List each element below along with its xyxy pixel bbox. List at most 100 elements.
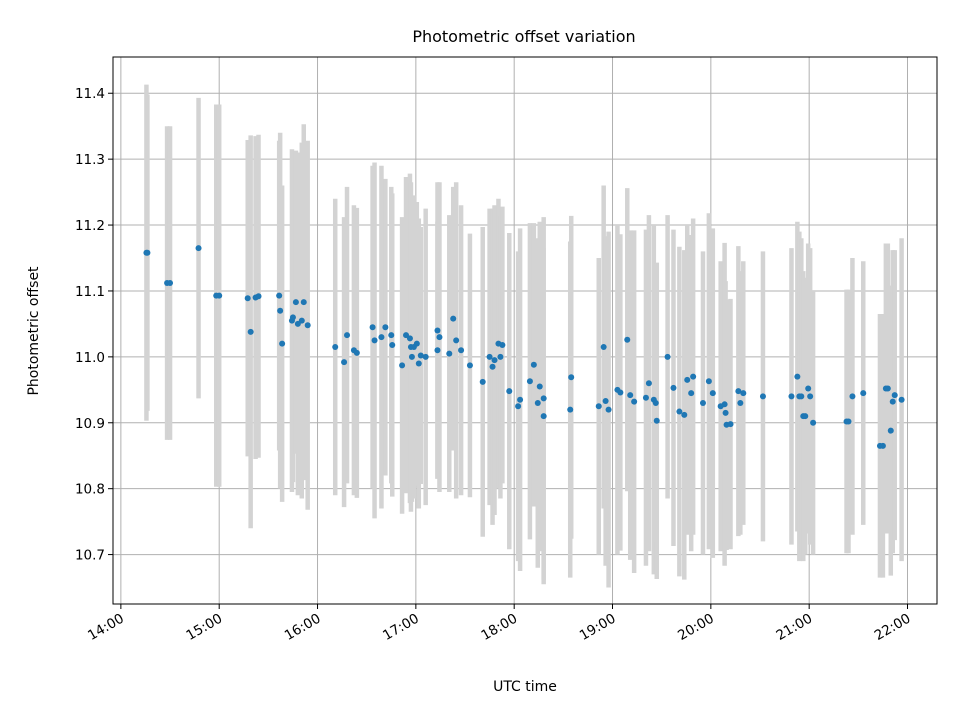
data-point bbox=[517, 396, 524, 403]
data-point bbox=[898, 396, 905, 403]
data-point bbox=[889, 398, 896, 405]
data-point bbox=[434, 327, 441, 334]
data-point bbox=[624, 336, 631, 343]
data-point bbox=[605, 406, 612, 413]
data-point bbox=[371, 337, 378, 344]
data-point bbox=[466, 362, 473, 369]
data-point bbox=[388, 332, 395, 339]
data-point bbox=[798, 393, 805, 400]
data-point bbox=[292, 299, 299, 306]
data-point bbox=[304, 322, 311, 329]
data-point bbox=[506, 388, 513, 395]
data-point bbox=[849, 393, 856, 400]
y-tick-label: 10.7 bbox=[75, 548, 105, 564]
data-point bbox=[602, 398, 609, 405]
data-point bbox=[406, 335, 413, 342]
data-point bbox=[735, 388, 742, 395]
data-point bbox=[526, 378, 533, 385]
data-point bbox=[300, 299, 307, 306]
data-point bbox=[721, 401, 728, 408]
data-point bbox=[540, 395, 547, 402]
data-point bbox=[884, 385, 891, 392]
data-point bbox=[403, 332, 410, 339]
data-point bbox=[332, 343, 339, 350]
data-point bbox=[399, 362, 406, 369]
y-tick-label: 11.4 bbox=[75, 86, 105, 102]
data-point bbox=[344, 332, 351, 339]
y-tick-label: 11.0 bbox=[75, 350, 105, 366]
data-point bbox=[794, 373, 801, 380]
y-tick-label: 11.2 bbox=[75, 218, 105, 234]
data-point bbox=[567, 406, 574, 413]
data-point bbox=[389, 341, 396, 348]
data-point bbox=[727, 421, 734, 428]
data-point bbox=[289, 314, 296, 321]
data-point bbox=[434, 347, 441, 354]
data-point bbox=[595, 403, 602, 410]
data-point bbox=[382, 324, 389, 331]
data-points bbox=[143, 245, 905, 449]
data-point bbox=[353, 349, 360, 356]
data-point bbox=[294, 320, 301, 327]
data-point bbox=[534, 399, 541, 406]
data-point bbox=[664, 353, 671, 360]
data-point bbox=[699, 399, 706, 406]
data-point bbox=[722, 409, 729, 416]
data-point bbox=[298, 317, 305, 324]
data-point bbox=[497, 353, 504, 360]
data-point bbox=[486, 353, 493, 360]
data-point bbox=[568, 374, 575, 381]
data-point bbox=[887, 427, 894, 434]
data-point bbox=[415, 360, 422, 367]
data-point bbox=[705, 378, 712, 385]
data-point bbox=[631, 398, 638, 405]
data-point bbox=[167, 280, 174, 287]
data-point bbox=[413, 340, 420, 347]
data-point bbox=[453, 337, 460, 344]
data-point bbox=[450, 315, 457, 322]
data-point bbox=[600, 343, 607, 350]
data-point bbox=[759, 393, 766, 400]
data-point bbox=[737, 399, 744, 406]
y-tick-label: 11.1 bbox=[75, 284, 105, 300]
data-point bbox=[446, 350, 453, 357]
data-point bbox=[144, 249, 151, 256]
data-point bbox=[788, 393, 795, 400]
data-point bbox=[515, 403, 522, 410]
data-point bbox=[255, 293, 262, 300]
data-point bbox=[652, 399, 659, 406]
data-point bbox=[688, 390, 695, 397]
data-point bbox=[810, 419, 817, 426]
data-point bbox=[740, 390, 747, 397]
data-point bbox=[642, 394, 649, 401]
data-point bbox=[279, 340, 286, 347]
data-point bbox=[807, 393, 814, 400]
data-point bbox=[676, 408, 683, 415]
data-point bbox=[458, 347, 465, 354]
data-point bbox=[417, 352, 424, 359]
data-point bbox=[627, 392, 634, 399]
data-point bbox=[369, 324, 376, 331]
data-point bbox=[645, 380, 652, 387]
data-point bbox=[479, 378, 486, 385]
data-point bbox=[499, 341, 506, 348]
data-point bbox=[530, 361, 537, 368]
data-point bbox=[216, 292, 223, 299]
data-point bbox=[670, 384, 677, 391]
data-point bbox=[879, 442, 886, 449]
data-point bbox=[276, 292, 283, 299]
data-point bbox=[540, 413, 547, 420]
data-point bbox=[408, 353, 415, 360]
data-point bbox=[845, 418, 852, 425]
data-point bbox=[247, 328, 254, 335]
y-tick-label: 11.3 bbox=[75, 152, 105, 168]
data-point bbox=[684, 376, 691, 383]
data-point bbox=[422, 353, 429, 360]
data-point bbox=[244, 295, 251, 302]
data-point bbox=[802, 413, 809, 420]
data-point bbox=[536, 383, 543, 390]
data-point bbox=[195, 245, 202, 252]
